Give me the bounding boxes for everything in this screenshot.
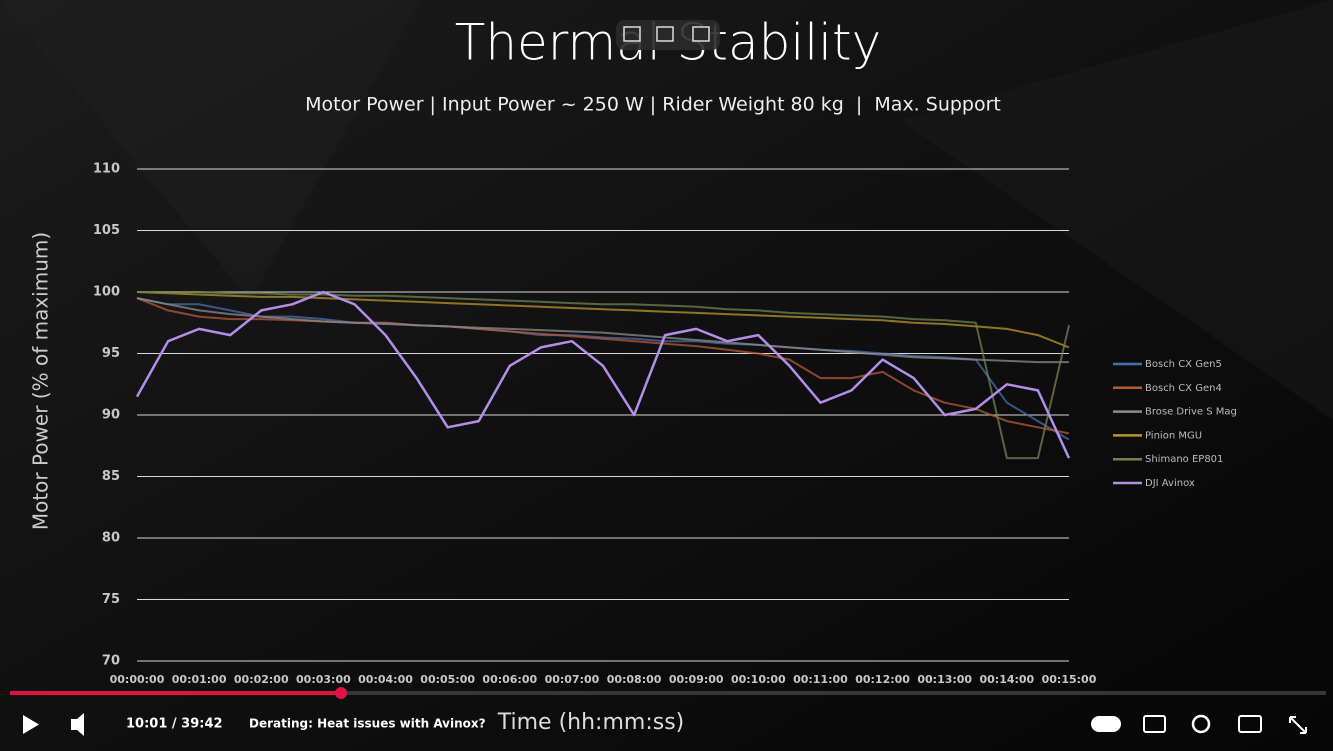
series-line: [135, 290, 1071, 459]
y-tick-label: 100: [93, 285, 120, 300]
chapter-title[interactable]: Derating: Heat issues with Avinox?: [249, 717, 486, 731]
theater-button[interactable]: [1238, 715, 1262, 733]
y-tick-label: 75: [102, 592, 120, 607]
legend: Bosch CX Gen5 Bosch CX Gen4 Brose Drive S …: [1113, 359, 1237, 489]
pip-icon[interactable]: [623, 26, 641, 42]
x-tick-label: 00:14:00: [979, 673, 1034, 686]
series-line: [136, 297, 1070, 441]
autoplay-toggle[interactable]: [1091, 716, 1121, 732]
volume-button[interactable]: [71, 713, 84, 736]
overlay-toolbar[interactable]: [616, 20, 720, 50]
bg-shape: [900, 0, 1333, 420]
x-tick-label: 00:06:00: [482, 673, 537, 686]
y-axis-label: Motor Power (% of maximum): [29, 232, 53, 530]
time-display: 10:01 / 39:42: [126, 717, 223, 732]
legend-label: Brose Drive S Mag: [1145, 407, 1237, 418]
y-tick-label: 85: [102, 469, 120, 484]
chart-subtitle: Motor Power | Input Power ~ 250 W | Ride…: [305, 94, 1001, 116]
x-tick-label: 00:00:00: [110, 673, 165, 686]
play-button[interactable]: [23, 715, 39, 734]
series-line: [136, 291, 1070, 349]
x-tick-label: 00:11:00: [793, 673, 848, 686]
y-tick-label: 95: [102, 346, 120, 361]
x-tick-label: 00:02:00: [234, 673, 289, 686]
plot: 70 75 80 85 90 95 100 105 110 00:00:00 00:01:00 00:…: [93, 162, 1097, 687]
captions-button[interactable]: [1143, 715, 1166, 733]
y-tick-label: 105: [93, 223, 120, 238]
x-tick-label: 00:01:00: [172, 673, 227, 686]
x-tick-label: 00:04:00: [358, 673, 413, 686]
x-tick-label: 00:09:00: [669, 673, 724, 686]
y-tick-label: 80: [102, 531, 120, 546]
legend-label: Bosch CX Gen4: [1145, 383, 1222, 394]
legend-label: DJI Avinox: [1145, 478, 1195, 489]
series-line: [136, 297, 1070, 435]
x-tick-label: 00:08:00: [607, 673, 662, 686]
x-tick-label: 00:13:00: [917, 673, 972, 686]
x-tick-label: 00:05:00: [420, 673, 475, 686]
bg-shape: [0, 0, 420, 300]
y-tick-label: 110: [93, 162, 120, 177]
y-tick-label: 70: [102, 654, 120, 669]
series-line: [136, 297, 1069, 364]
x-tick-label: 00:15:00: [1042, 673, 1097, 686]
progress-track[interactable]: [10, 691, 1326, 695]
y-tick-label: 90: [102, 408, 120, 423]
x-axis-label: Time (hh:mm:ss): [497, 710, 685, 735]
x-tick-label: 00:10:00: [731, 673, 786, 686]
translate-icon[interactable]: [692, 26, 710, 42]
x-tick-label: 00:03:00: [296, 673, 351, 686]
legend-label: Shimano EP801: [1145, 454, 1223, 465]
x-tick-label: 00:12:00: [855, 673, 910, 686]
progress-handle[interactable]: [335, 687, 347, 699]
progress-played[interactable]: [10, 691, 341, 695]
miniplayer-icon[interactable]: [656, 26, 674, 42]
fullscreen-button[interactable]: [1289, 716, 1307, 734]
series-line: [137, 291, 1070, 460]
settings-button[interactable]: [1191, 714, 1211, 734]
legend-label: Pinion MGU: [1145, 430, 1202, 441]
x-tick-label: 00:07:00: [545, 673, 600, 686]
legend-label: Bosch CX Gen5: [1145, 359, 1222, 370]
